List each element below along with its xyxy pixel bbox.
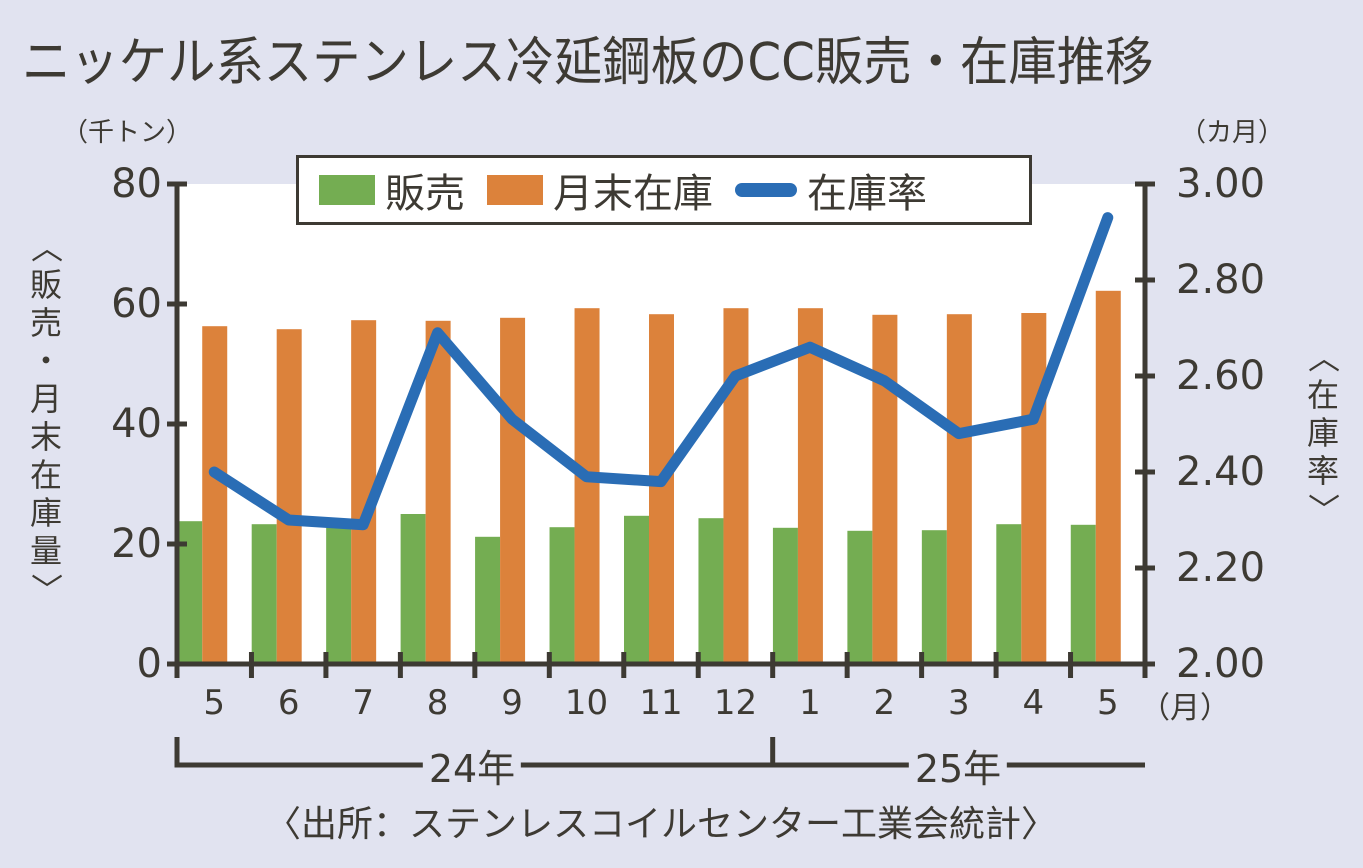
axis-label-char: 在 [1306, 376, 1339, 414]
axis-label-char: 量 [29, 532, 62, 570]
axis-label-char: 在 [29, 456, 62, 494]
bar-sales [251, 524, 277, 664]
bar-inventory [425, 320, 451, 664]
bar-sales [400, 514, 426, 664]
axis-label-char: 末 [29, 418, 62, 456]
right-tick-label: 2.40 [1176, 449, 1266, 495]
axis-label-char: 月 [29, 380, 62, 418]
bar-inventory [500, 317, 526, 664]
legend-inventory-label: 月末在庫 [553, 171, 713, 217]
axis-label-char: 庫 [29, 494, 62, 532]
legend-item-inventory: 月末在庫 [487, 161, 713, 219]
right-tick-label: 3.00 [1176, 161, 1266, 207]
x-tick-label: 9 [501, 683, 523, 723]
bar-inventory [797, 308, 823, 664]
bar-sales [921, 530, 947, 664]
right-axis-unit: （カ月） [1180, 118, 1285, 148]
bar-sales [996, 524, 1022, 664]
bar-sales [1070, 524, 1096, 664]
legend-item-ratio: 在庫率 [735, 161, 927, 219]
x-tick-label: 5 [203, 683, 226, 723]
inventory-swatch-icon [487, 175, 543, 205]
bar-sales [549, 527, 575, 664]
x-tick-label: 3 [948, 683, 970, 723]
left-tick-label: 0 [136, 641, 162, 687]
bar-sales [624, 515, 649, 664]
bar-sales [475, 536, 501, 664]
bar-sales [698, 518, 724, 664]
right-tick-label: 2.60 [1176, 353, 1266, 399]
bar-inventory [1095, 290, 1121, 664]
bar-inventory [574, 308, 600, 664]
legend-sales-label: 販売 [385, 171, 465, 217]
x-tick-label: 11 [639, 683, 683, 723]
bar-inventory [872, 314, 898, 664]
x-axis-unit: （月） [1140, 691, 1230, 726]
bar-inventory [202, 326, 228, 664]
right-tick-label: 2.00 [1176, 641, 1266, 687]
x-tick-label: 1 [799, 683, 821, 723]
x-tick-label: 5 [1096, 683, 1119, 723]
bar-inventory [1021, 313, 1047, 664]
x-tick-label: 2 [873, 683, 896, 723]
right-tick-label: 2.80 [1176, 257, 1266, 303]
x-tick-label: 6 [277, 683, 300, 723]
left-tick-label: 80 [111, 161, 162, 207]
year-label-2024: 24年 [422, 738, 522, 793]
left-tick-label: 40 [111, 401, 162, 447]
x-tick-label: 7 [352, 683, 374, 723]
source-note: 〈出所：ステンレスコイルセンター工業会統計〉 [265, 804, 1058, 845]
axis-label-char: ・ [29, 342, 62, 380]
x-tick-label: 10 [564, 683, 609, 723]
x-tick-label: 8 [426, 683, 449, 723]
bar-inventory [723, 308, 749, 664]
right-axis-label: 〈在庫率〉 [1303, 338, 1343, 528]
axis-label-char: 庫 [1306, 414, 1339, 452]
left-tick-label: 20 [111, 521, 162, 567]
bar-inventory [946, 314, 972, 664]
ratio-line-icon [735, 183, 797, 197]
axis-label-char: 率 [1306, 452, 1339, 490]
left-tick-label: 60 [111, 281, 162, 327]
year-label-2025: 25年 [908, 738, 1008, 793]
bar-inventory [649, 314, 674, 664]
legend: 販売 月末在庫 在庫率 [296, 155, 1032, 225]
bar-sales [847, 530, 873, 664]
x-tick-label: 4 [1022, 683, 1045, 723]
bar-sales [772, 527, 798, 664]
right-tick-label: 2.20 [1176, 545, 1266, 591]
axis-label-char: 販 [29, 266, 62, 304]
chart-title: ニッケル系ステンレス冷延鋼板のCC販売・在庫推移 [22, 33, 1154, 93]
bar-sales [326, 527, 352, 664]
ratio-line [208, 212, 1114, 531]
legend-item-sales: 販売 [319, 161, 465, 219]
x-tick-label: 12 [713, 683, 758, 723]
axis-label-char: 売 [29, 304, 62, 342]
left-axis-label: 〈販売・月末在庫量〉 [26, 228, 66, 608]
bar-inventory [276, 329, 302, 664]
legend-ratio-label: 在庫率 [807, 171, 927, 217]
sales-swatch-icon [319, 175, 375, 205]
left-axis-unit: （千トン） [62, 118, 193, 148]
